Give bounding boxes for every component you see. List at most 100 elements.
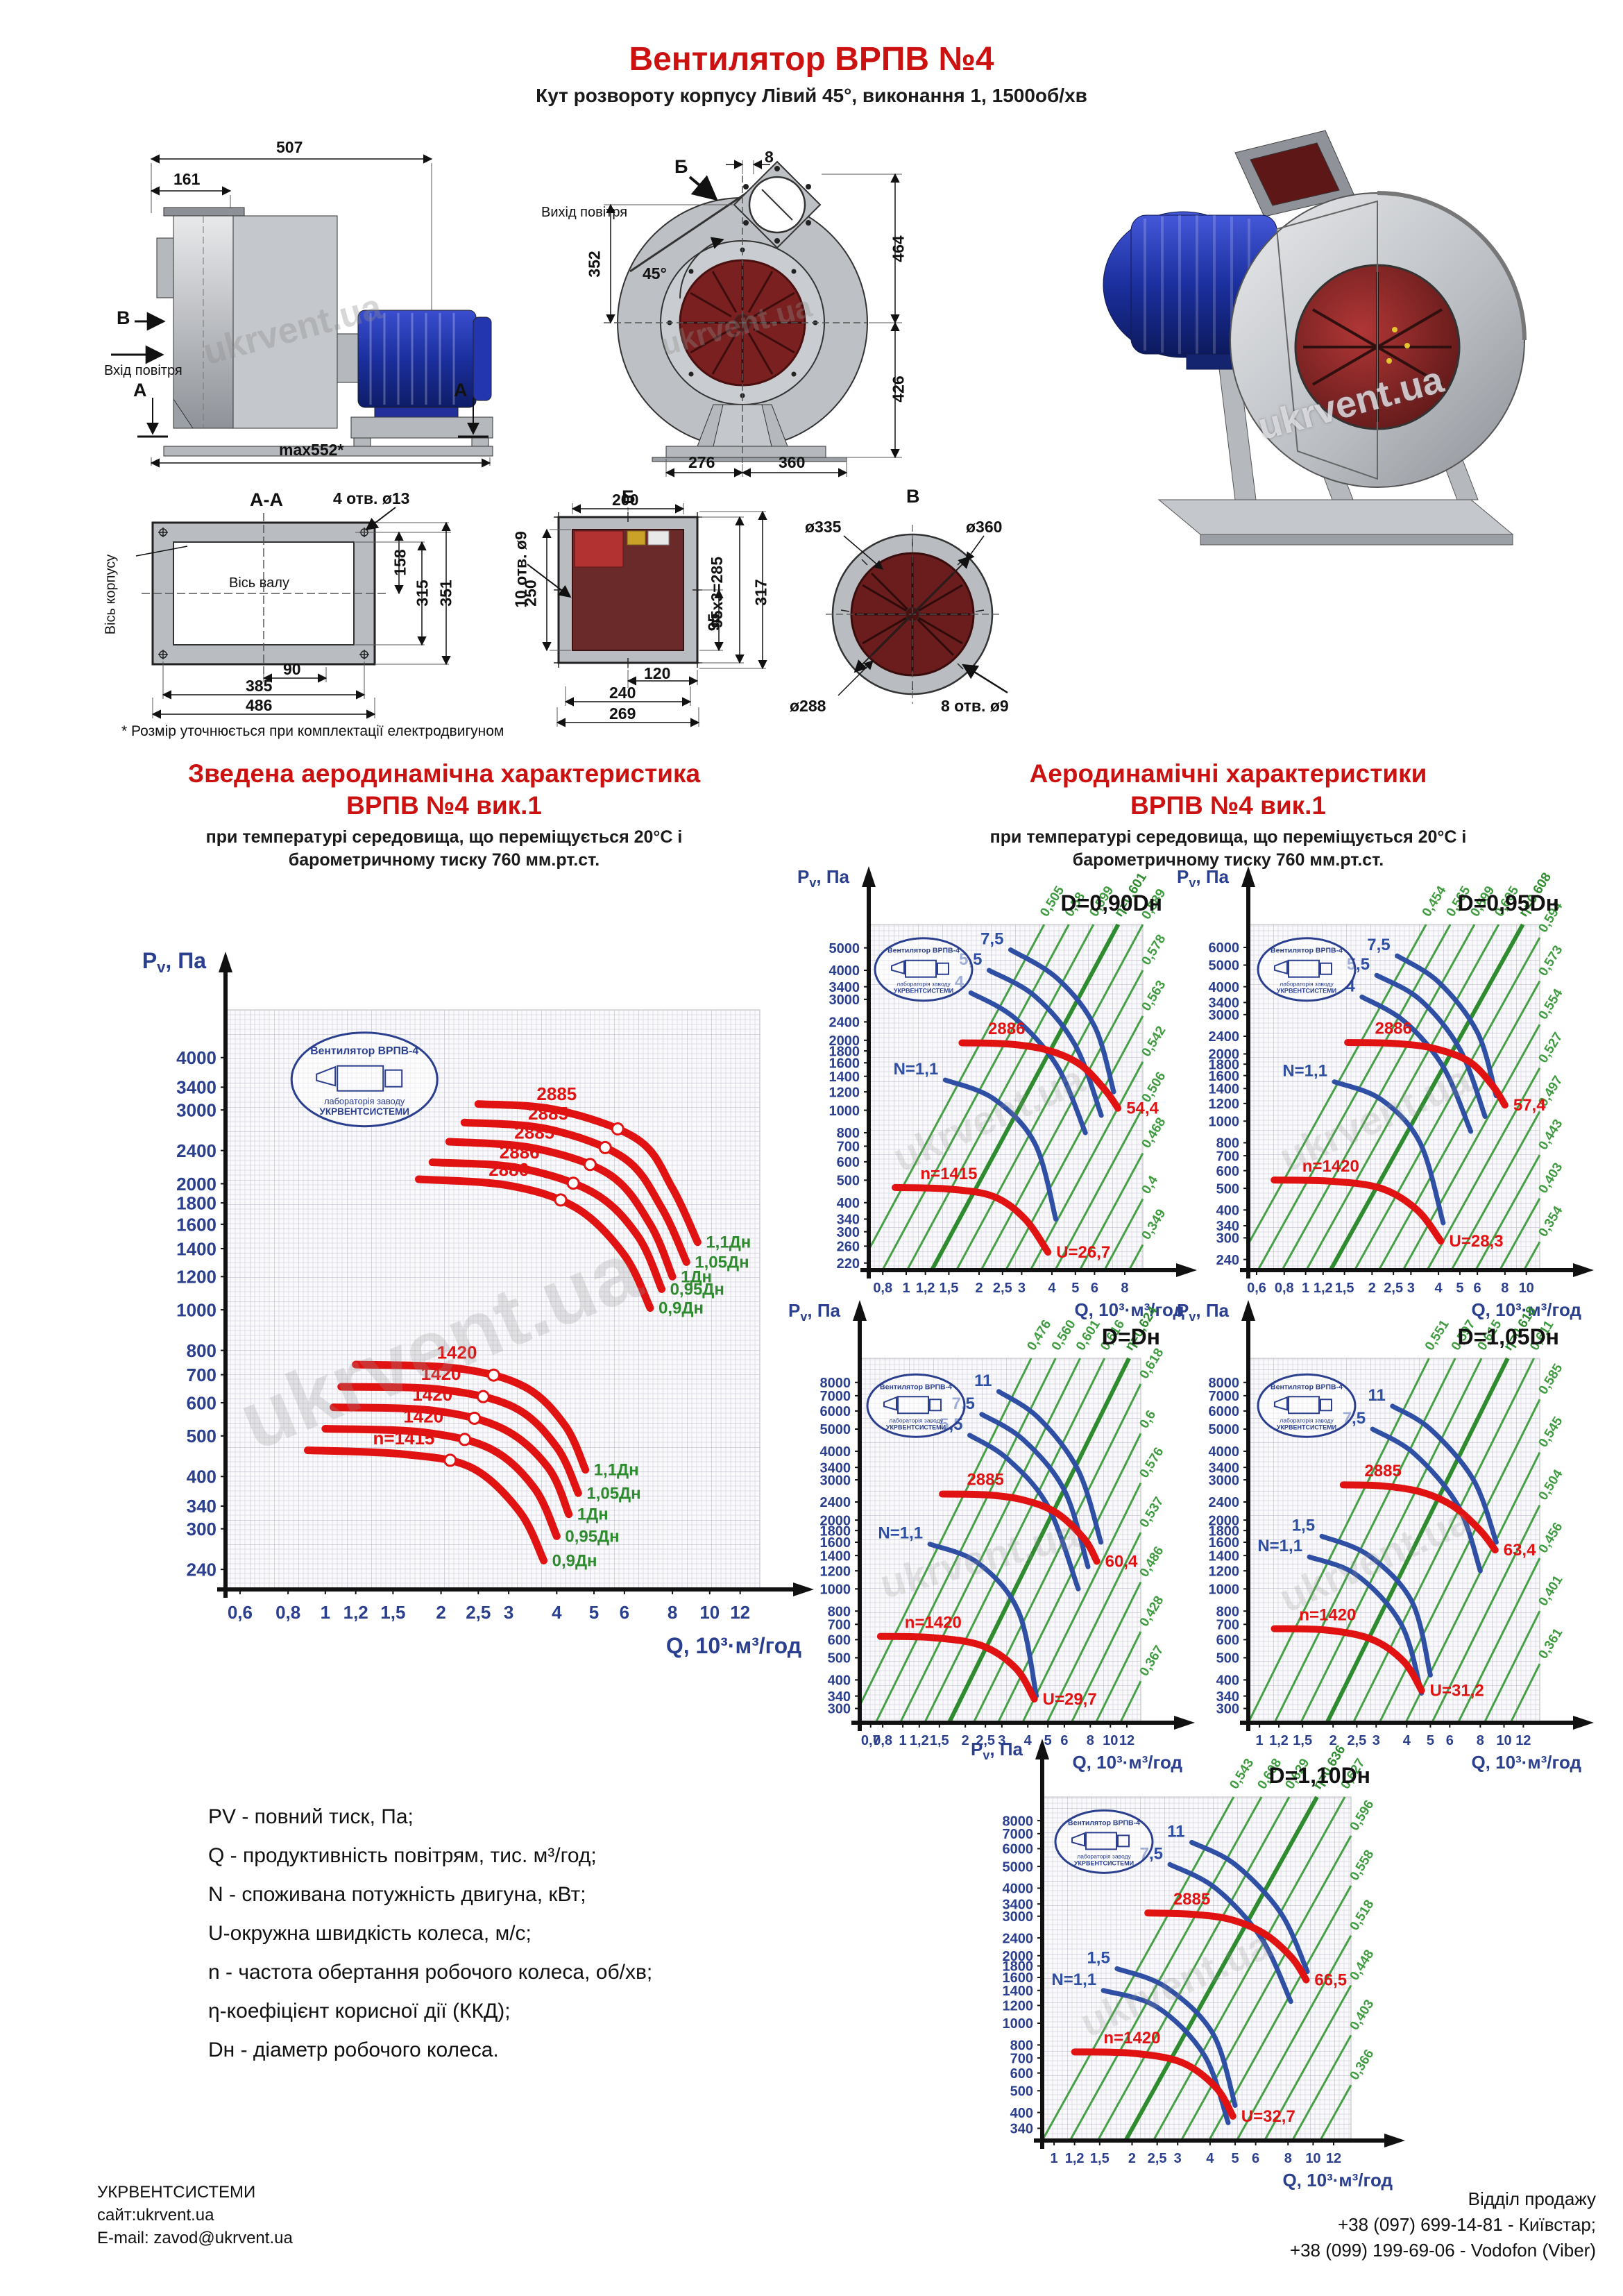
efficiency-label: 0,443: [1536, 1117, 1565, 1152]
x-tick-label: 0,8: [873, 1733, 892, 1748]
sales-phone-2[interactable]: +38 (099) 199-69-06 - Vodofon (Viber): [1289, 2240, 1596, 2261]
y-tick-label: 2000: [829, 1033, 860, 1049]
y-tick-label: 6000: [1209, 1404, 1240, 1419]
fan-curve: [876, 1632, 1038, 1703]
company-email[interactable]: E-mail: zavod@ukrvent.ua: [97, 2229, 293, 2247]
efficiency-label: 0,468: [1139, 1115, 1169, 1151]
fan-curve-end-label: 1Дн: [681, 1267, 712, 1286]
efficiency-line: [1257, 924, 1452, 1271]
y-tick-label: 1000: [176, 1299, 216, 1320]
power-curve-label: 11: [1167, 1822, 1184, 1841]
y-axis-arrow: [853, 1300, 867, 1321]
fan-curve-end-label: U=31,2: [1430, 1681, 1484, 1700]
y-tick-label: 2000: [176, 1174, 216, 1195]
efficiency-label: 0,542: [1139, 1024, 1169, 1059]
efficiency-label: 0,537: [1137, 1494, 1166, 1530]
y-tick-label: 5000: [1209, 1422, 1240, 1437]
company-site[interactable]: сайт:ukrvent.ua: [97, 2206, 214, 2225]
x-tick-label: 1: [1256, 1733, 1264, 1748]
chart-canvas: 0,5510,5970,615η=0,6180,6110,5850,5450,5…: [1177, 1300, 1594, 1773]
label-axis-housing: Вісь корпусу: [103, 554, 119, 635]
fan-curve: [321, 1425, 561, 1540]
fan-curve-label: 2885: [1173, 1890, 1210, 1909]
y-tick-label: 500: [828, 1651, 851, 1666]
legend-item: Dн - діаметр робочого колеса.: [208, 2038, 499, 2061]
drawing-footnote: * Розмір уточнюється при комплектації ел…: [121, 723, 504, 739]
section-v-title: В: [906, 486, 920, 507]
y-tick-label: 2400: [820, 1495, 851, 1510]
fan-curve: [330, 1403, 573, 1519]
footer-sales-block: Відділ продажу +38 (097) 699-14-81 - Киї…: [1041, 2186, 1596, 2263]
stamp-text: Вентилятор ВРПВ-4: [880, 1383, 952, 1391]
drawing-section-b: Б 200 10 отв. ø9 250 95 95x3=285 317 120…: [486, 482, 777, 746]
power-curve-label: N=1,1: [1257, 1537, 1302, 1555]
y-tick-label: 700: [1010, 2051, 1033, 2066]
dim-360: 360: [779, 453, 806, 471]
fan-curve-end-label: U=28,3: [1450, 1232, 1504, 1251]
y-tick-label: 500: [1216, 1181, 1239, 1197]
y-axis-arrow: [862, 866, 876, 887]
stamp-text: Вентилятор ВРПВ-4: [1068, 1818, 1140, 1827]
dim-200: 200: [612, 491, 639, 509]
x-tick-label: 1,5: [940, 1281, 959, 1296]
x-tick-label: 1,2: [1269, 1733, 1289, 1748]
y-tick-label: 1400: [1209, 1548, 1240, 1564]
power-curve: [1374, 972, 1488, 1119]
efficiency-line: [980, 970, 1144, 1271]
efficiency-line: [1103, 1198, 1144, 1271]
fan-curve-end-label: 63,4: [1504, 1541, 1536, 1560]
x-tick-label: 10: [1496, 1733, 1511, 1748]
iso-view-geometry: [1103, 130, 1527, 546]
efficiency-label: 0,456: [1536, 1520, 1565, 1555]
power-curve-label: 1,5: [1087, 1948, 1110, 1967]
y-axis-title: Pv, Па: [971, 1739, 1023, 1762]
legend-block: PV - повний тиск, Па; Q - продуктивність…: [208, 1798, 833, 2070]
y-tick-label: 300: [187, 1519, 216, 1539]
y-axis-arrow: [1241, 1300, 1255, 1321]
company-name: УКРВЕНТСИСТЕМИ: [97, 2183, 256, 2202]
fan-curve: [414, 1175, 654, 1312]
stamp-text: УКРВЕНТСИСТЕМИ: [1277, 988, 1336, 995]
y-tick-label: 400: [1216, 1673, 1239, 1689]
efficiency-line: [1305, 924, 1500, 1271]
label-section-a-right: А: [454, 380, 468, 400]
y-tick-label: 1200: [176, 1267, 216, 1288]
x-tick-label: 3: [998, 1733, 1005, 1748]
stamp-text: Вентилятор ВРПВ-4: [887, 947, 960, 955]
dim-d360: ø360: [966, 518, 1003, 536]
curve-marker: [554, 1193, 568, 1207]
x-tick-label: 1,2: [343, 1602, 368, 1623]
power-curve: [942, 1077, 1059, 1222]
chart-d110: ukrvent.ua 0,543 0,608 0,629 η=0,636 0,627 0,…: [970, 1739, 1405, 2193]
label-4-holes: 4 отв. ø13: [333, 489, 410, 507]
curve-marker: [583, 1158, 597, 1172]
efficiency-line: [1264, 1984, 1352, 2141]
y-tick-label: 600: [837, 1155, 860, 1170]
fan-curve: [939, 1490, 1101, 1565]
y-tick-label: 340: [1216, 1219, 1239, 1234]
x-axis-arrow: [1573, 1716, 1594, 1730]
power-curve-label: N=1,1: [878, 1524, 923, 1543]
heading-aero-line2: ВРПВ №4 вик.1: [1130, 791, 1326, 820]
y-tick-label: 600: [1216, 1633, 1239, 1648]
x-tick-label: 6: [1474, 1281, 1481, 1296]
stamp-icon: [1054, 1809, 1154, 1874]
x-axis-arrow: [1174, 1716, 1195, 1730]
y-tick-label: 8000: [1003, 1814, 1034, 1829]
y-tick-label: 400: [828, 1673, 851, 1689]
efficiency-line: [1523, 1241, 1541, 1271]
x-tick-label: 4: [552, 1602, 562, 1623]
fan-curve-label: 2885: [967, 1471, 1003, 1489]
fan-curve-end-label: 1,05Дн: [586, 1484, 640, 1503]
y-tick-label: 340: [187, 1496, 216, 1517]
x-axis-title: Q, 10³·м³/год: [666, 1633, 801, 1658]
power-curve: [986, 968, 1104, 1118]
y-tick-label: 2400: [829, 1015, 860, 1031]
sales-phone-1[interactable]: +38 (097) 699-14-81 - Київстар;: [1337, 2214, 1596, 2235]
y-tick-label: 1400: [829, 1070, 860, 1085]
efficiency-line: [867, 924, 1046, 1251]
x-tick-label: 2: [436, 1602, 445, 1623]
y-axis-title: Pv, Па: [788, 1300, 840, 1324]
power-curve-label: 7,5: [980, 930, 1003, 949]
label-inlet-air: Вхід повітря: [104, 363, 182, 378]
